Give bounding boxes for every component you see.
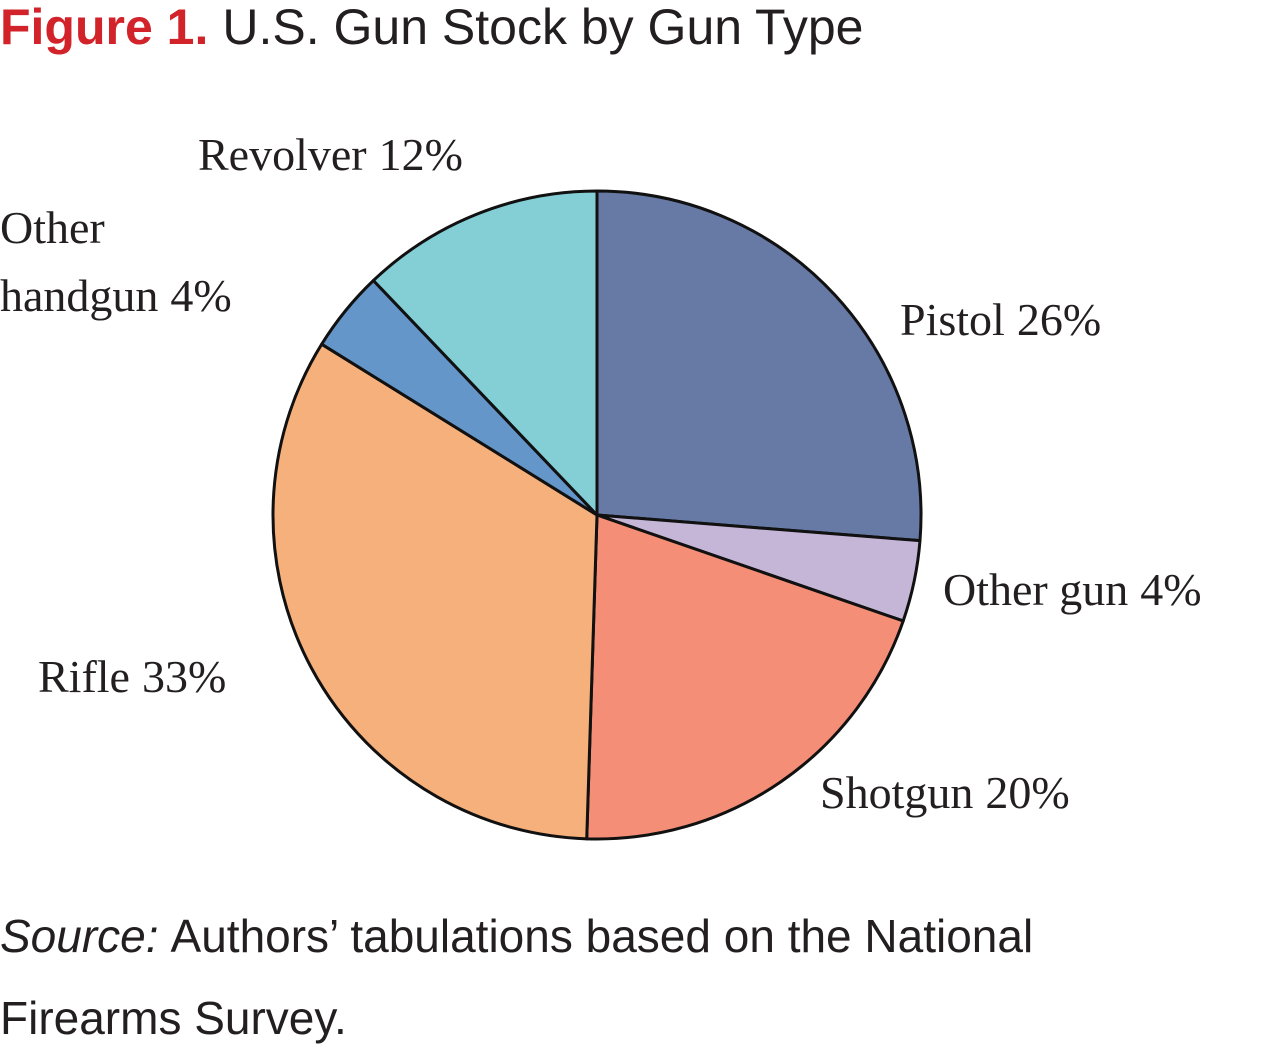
- slice-label: Other gun 4%: [943, 556, 1202, 624]
- value-label: 12%: [378, 129, 463, 180]
- figure-label: Figure 1.: [0, 0, 209, 55]
- value-label: 33%: [141, 651, 227, 702]
- slice-label: Shotgun 20%: [820, 759, 1070, 827]
- pie-slice: [585, 513, 905, 841]
- pie-slice: [371, 189, 599, 517]
- slice-label: Other handgun 4%: [0, 194, 250, 330]
- pie-slice: [595, 189, 923, 543]
- value-label: 26%: [1016, 294, 1102, 345]
- category-label: Other gun: [943, 564, 1129, 615]
- value-label: 20%: [985, 767, 1070, 818]
- value-label: 4%: [1140, 564, 1202, 615]
- slice-label: Revolver 12%: [198, 121, 463, 189]
- slice-label: Pistol 26%: [900, 286, 1101, 354]
- chart-title: U.S. Gun Stock by Gun Type: [222, 0, 864, 55]
- source-label: Source:: [0, 910, 159, 962]
- category-label: Other handgun: [0, 202, 159, 321]
- pie-slice: [271, 342, 599, 841]
- source-text: Authors’ tabulations based on the Nation…: [0, 910, 1034, 1044]
- value-label: 4%: [170, 270, 232, 321]
- category-label: Pistol: [900, 294, 1005, 345]
- title-block: Figure 1. U.S. Gun Stock by Gun Type: [0, 0, 863, 56]
- category-label: Shotgun: [820, 767, 974, 818]
- source-note: Source: Authors’ tabulations based on the…: [0, 895, 1200, 1059]
- category-label: Rifle: [38, 651, 130, 702]
- slice-label: Rifle 33%: [38, 643, 226, 711]
- category-label: Revolver: [198, 129, 367, 180]
